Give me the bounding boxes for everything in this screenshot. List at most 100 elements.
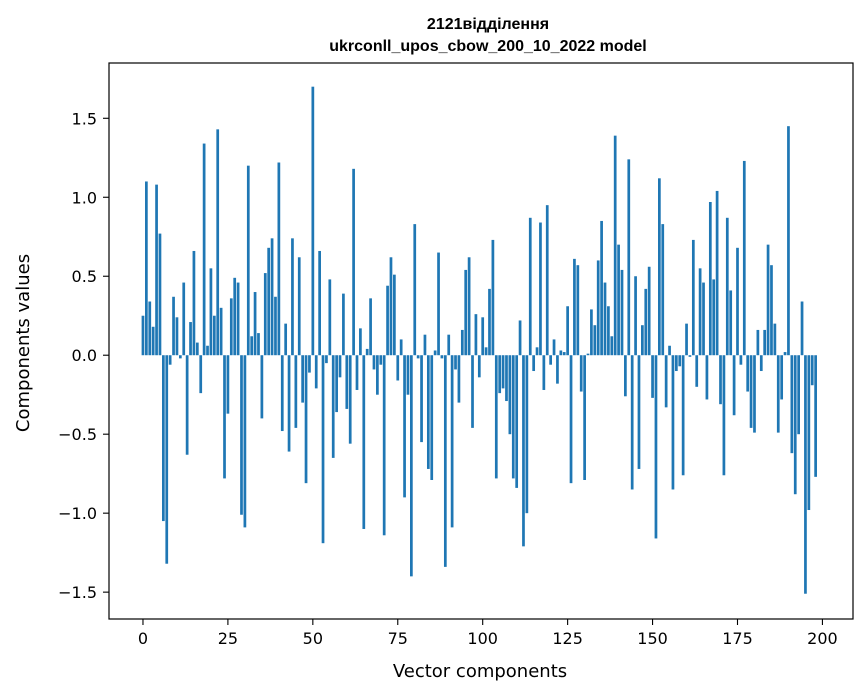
bar (576, 265, 580, 356)
bar (613, 135, 617, 356)
bar (382, 355, 386, 536)
bar (790, 355, 794, 454)
bar (491, 239, 495, 356)
bar (223, 355, 226, 479)
bar (698, 268, 702, 356)
bar (362, 355, 366, 529)
bar (236, 282, 240, 356)
bar (155, 184, 158, 356)
bar (430, 355, 434, 480)
bar (732, 355, 736, 416)
bar (586, 353, 590, 356)
bar (175, 317, 179, 356)
bar (505, 355, 508, 402)
bar (532, 355, 536, 372)
bar (331, 355, 335, 458)
x-tick-label: 75 (388, 629, 408, 648)
bar (494, 355, 498, 479)
bar (416, 355, 420, 359)
bar (810, 355, 814, 386)
bar (226, 355, 230, 414)
bar (267, 247, 271, 356)
bar (617, 244, 620, 356)
bar (148, 301, 152, 356)
bar (178, 355, 182, 359)
bar (172, 296, 175, 356)
y-tick-label: −0.5 (58, 425, 97, 444)
bar (511, 355, 515, 479)
bar (274, 296, 277, 356)
bar (158, 233, 162, 356)
bar (691, 239, 695, 356)
bar (688, 355, 692, 357)
bar (393, 274, 396, 356)
bar (399, 339, 403, 356)
bar (195, 342, 199, 356)
bar (637, 355, 641, 469)
bar (471, 355, 474, 428)
bar (335, 355, 338, 413)
bar (359, 328, 362, 356)
bar (165, 355, 169, 564)
bar (467, 257, 471, 356)
bar (658, 178, 661, 356)
bar (443, 355, 447, 567)
bar (141, 315, 145, 356)
bar (314, 355, 318, 389)
bar (787, 126, 790, 356)
x-axis-label: Vector components (393, 661, 567, 682)
bar (386, 285, 389, 356)
bar (325, 355, 328, 364)
bar (209, 268, 213, 356)
bar (759, 355, 763, 372)
bar (644, 288, 648, 356)
y-tick-label: 0.0 (72, 346, 97, 365)
bar (681, 355, 685, 476)
bar (695, 355, 699, 387)
bar (454, 355, 457, 370)
bar (488, 288, 491, 356)
bar (753, 355, 756, 433)
bar (596, 260, 600, 356)
bar (321, 355, 325, 544)
bar (566, 306, 569, 356)
bar (583, 355, 586, 480)
bar (549, 355, 552, 365)
bar (372, 355, 376, 370)
bar (484, 347, 488, 356)
bar (457, 355, 461, 403)
bar (620, 269, 624, 356)
bar (168, 355, 172, 365)
bar (464, 269, 468, 356)
bar (229, 298, 233, 356)
bar (287, 355, 291, 452)
bar (437, 252, 440, 356)
bar (246, 165, 250, 356)
bar (797, 355, 800, 435)
bar (199, 355, 203, 394)
bar (780, 355, 784, 400)
y-tick-label: 0.5 (72, 267, 97, 286)
bar (202, 143, 206, 356)
bar (746, 355, 750, 392)
bar (250, 336, 254, 356)
bar (376, 355, 379, 395)
x-tick-label: 175 (722, 629, 753, 648)
y-tick-label: −1.5 (58, 583, 97, 602)
bar (624, 355, 627, 397)
bar (355, 355, 359, 390)
bar (284, 323, 288, 356)
chart-title-line2: ukrconll_upos_cbow_200_10_2022 model (329, 38, 646, 55)
bar (280, 355, 284, 432)
bar (447, 334, 451, 356)
bar (501, 355, 505, 389)
bar (783, 352, 787, 356)
bar (590, 309, 593, 356)
bar (301, 355, 304, 403)
bar (651, 355, 654, 398)
bar (702, 282, 705, 356)
bar (804, 355, 807, 594)
bar (725, 217, 729, 356)
bar (426, 355, 430, 469)
